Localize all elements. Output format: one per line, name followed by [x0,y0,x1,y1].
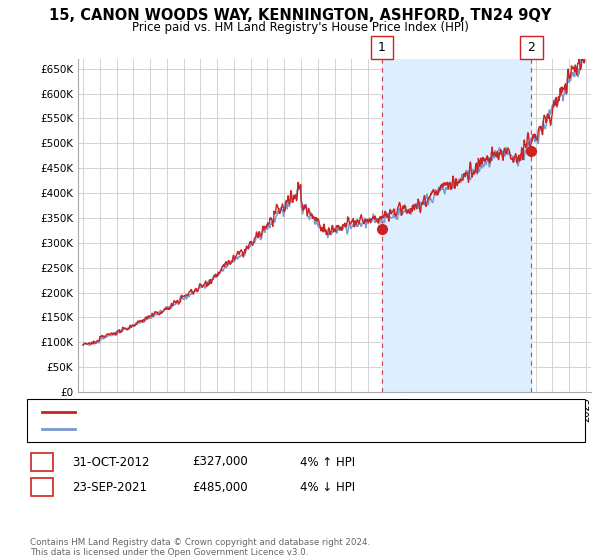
Text: Price paid vs. HM Land Registry's House Price Index (HPI): Price paid vs. HM Land Registry's House … [131,21,469,34]
Text: 2: 2 [527,41,535,54]
Text: HPI: Average price, detached house, Ashford: HPI: Average price, detached house, Ashf… [81,424,304,435]
Text: 15, CANON WOODS WAY, KENNINGTON, ASHFORD, TN24 9QY: 15, CANON WOODS WAY, KENNINGTON, ASHFORD… [49,8,551,24]
Text: 1: 1 [378,41,386,54]
Text: 1: 1 [38,455,46,469]
Text: £327,000: £327,000 [192,455,248,469]
Text: 23-SEP-2021: 23-SEP-2021 [72,480,147,494]
Text: 4% ↑ HPI: 4% ↑ HPI [300,455,355,469]
Text: Contains HM Land Registry data © Crown copyright and database right 2024.
This d: Contains HM Land Registry data © Crown c… [30,538,370,557]
Text: 4% ↓ HPI: 4% ↓ HPI [300,480,355,494]
Text: 15, CANON WOODS WAY, KENNINGTON, ASHFORD, TN24 9QY (detached house): 15, CANON WOODS WAY, KENNINGTON, ASHFORD… [81,407,478,417]
Text: 2: 2 [38,480,46,494]
Text: 31-OCT-2012: 31-OCT-2012 [72,455,149,469]
Bar [382,59,531,392]
Text: £485,000: £485,000 [192,480,248,494]
